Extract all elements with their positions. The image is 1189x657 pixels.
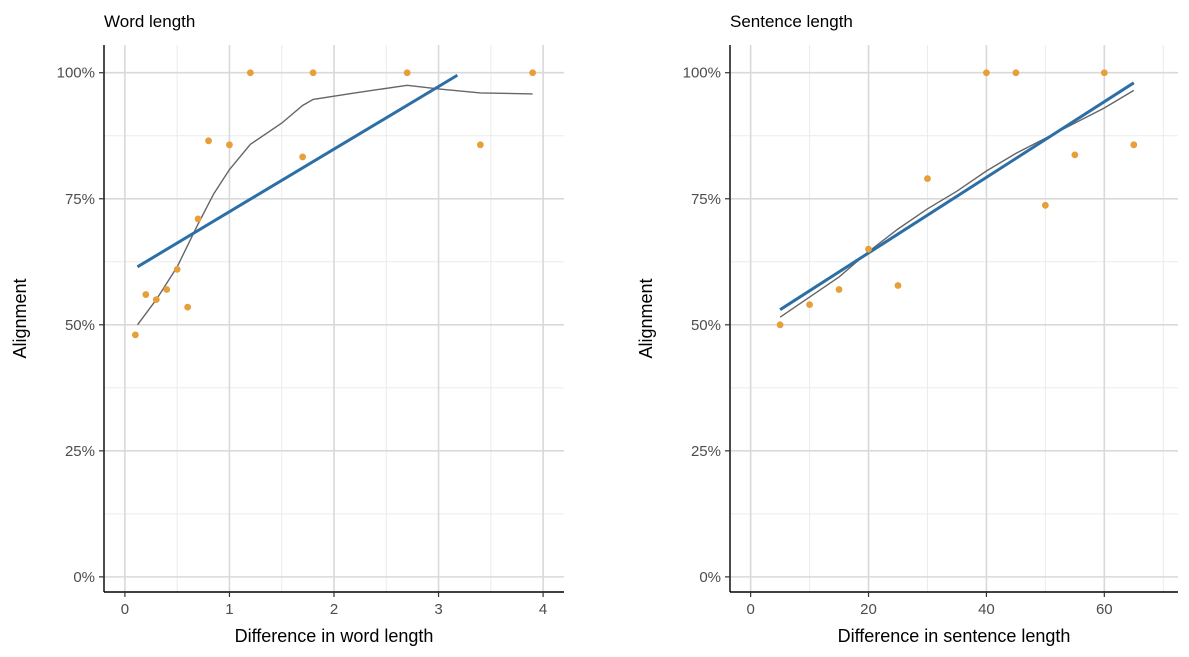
x-axis-title: Difference in word length	[235, 626, 434, 646]
y-axis-title: Alignment	[10, 278, 30, 358]
data-point	[309, 69, 317, 77]
smooth-trend-line	[779, 89, 1135, 318]
data-point	[1071, 151, 1079, 159]
data-point	[246, 69, 254, 77]
y-tick-label: 25%	[65, 443, 95, 460]
data-point	[184, 303, 192, 311]
data-point	[835, 286, 843, 293]
x-tick-label: 0	[121, 601, 129, 618]
data-point	[924, 175, 931, 182]
data-point	[894, 282, 902, 289]
data-point	[152, 296, 160, 303]
panel-title: Word length	[104, 12, 195, 31]
y-tick-label: 25%	[691, 443, 721, 460]
data-point	[529, 69, 537, 77]
data-point	[1100, 69, 1108, 77]
x-tick-label: 4	[539, 601, 547, 618]
linear-fit-line	[136, 73, 459, 269]
data-point	[476, 141, 484, 149]
panel-title: Sentence length	[730, 12, 853, 31]
x-axis-title: Difference in sentence length	[838, 626, 1071, 646]
data-point	[983, 69, 990, 77]
x-tick-label: 0	[746, 601, 754, 618]
data-point	[806, 301, 813, 309]
data-point	[299, 153, 307, 161]
data-point	[173, 265, 181, 273]
data-point	[205, 137, 212, 145]
data-point	[776, 321, 784, 329]
data-point	[142, 291, 150, 298]
x-tick-label: 20	[860, 601, 877, 618]
data-point	[1041, 201, 1049, 209]
y-tick-label: 0%	[73, 569, 95, 586]
x-tick-label: 60	[1096, 601, 1113, 618]
data-point	[194, 215, 202, 223]
x-tick-label: 3	[434, 601, 442, 618]
y-tick-label: 50%	[691, 317, 721, 334]
panel-2: 0 20 40 60 0% 25% 50% 75% 100% Sentence length Dif…	[636, 12, 1178, 646]
x-tick-label: 1	[225, 601, 233, 618]
panel-1: 0 1 2 3 4 0% 25% 50% 75% 100% Word length Differenc…	[10, 12, 564, 646]
x-tick-label: 40	[978, 601, 995, 618]
y-axis-title: Alignment	[636, 278, 656, 358]
y-tick-label: 0%	[699, 569, 721, 586]
y-tick-label: 100%	[683, 65, 721, 82]
y-tick-label: 75%	[691, 191, 721, 208]
y-tick-label: 75%	[65, 191, 95, 208]
data-point	[1130, 141, 1138, 149]
data-point	[226, 141, 233, 149]
x-tick-label: 2	[330, 601, 338, 618]
data-point	[1012, 69, 1020, 77]
smooth-trend-line	[136, 84, 533, 326]
y-tick-label: 50%	[65, 317, 95, 334]
data-point	[865, 245, 872, 253]
data-point	[403, 69, 411, 77]
data-point	[131, 331, 139, 339]
data-point	[163, 286, 171, 293]
linear-fit-line	[779, 81, 1135, 311]
y-tick-label: 100%	[57, 65, 95, 82]
